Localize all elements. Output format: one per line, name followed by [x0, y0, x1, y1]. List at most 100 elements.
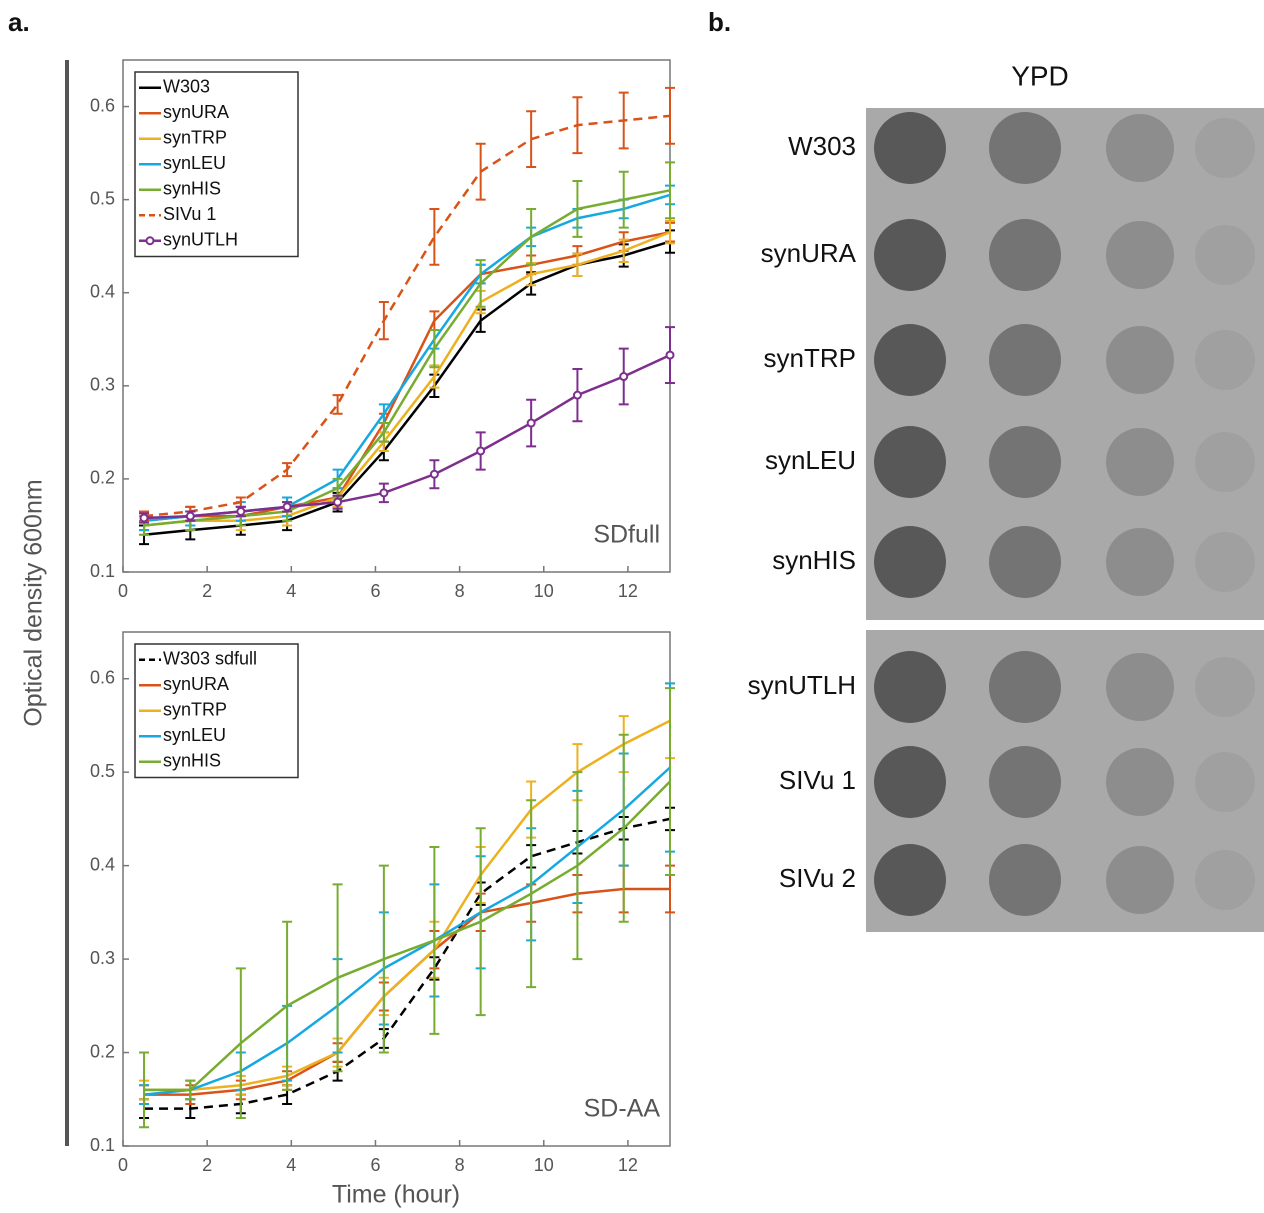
- spot: [1195, 657, 1255, 717]
- error-bar: [332, 394, 343, 415]
- x-tick-label: 8: [455, 581, 465, 601]
- error-bar: [572, 96, 583, 155]
- marker: [379, 488, 389, 498]
- x-tick-label: 10: [534, 581, 554, 601]
- strain-label: synUTLH: [748, 670, 856, 700]
- x-tick-label: 6: [370, 1155, 380, 1175]
- error-bar: [378, 864, 389, 1054]
- legend-box: [134, 643, 299, 779]
- legend-label: synTRP: [163, 128, 227, 148]
- error-bar: [618, 733, 629, 923]
- spot: [1195, 225, 1255, 285]
- error-bar: [235, 967, 246, 1119]
- error-bar: [429, 845, 440, 1035]
- legend-box: [134, 71, 299, 258]
- y-tick-label: 0.1: [90, 1135, 115, 1155]
- y-tick-label: 0.4: [90, 281, 115, 301]
- legend-label: synLEU: [163, 153, 226, 173]
- spot: [989, 746, 1061, 818]
- y-tick-label: 0.2: [90, 1041, 115, 1061]
- spot: [874, 324, 946, 396]
- error-bar: [572, 180, 583, 238]
- x-tick-label: 0: [118, 581, 128, 601]
- series-line: [144, 817, 671, 1110]
- x-tick-label: 8: [455, 1155, 465, 1175]
- spot: [1195, 330, 1255, 390]
- x-tick-label: 2: [202, 1155, 212, 1175]
- marker: [619, 372, 629, 382]
- error-bar: [665, 687, 675, 876]
- y-tick-label: 0.5: [90, 761, 115, 781]
- y-tick-label: 0.1: [90, 561, 115, 581]
- panel-label: b.: [708, 7, 731, 37]
- marker: [665, 350, 675, 360]
- error-bar: [185, 1079, 196, 1101]
- spot: [989, 426, 1061, 498]
- error-bar: [526, 110, 537, 169]
- strain-label: synLEU: [765, 445, 856, 475]
- error-bar: [282, 462, 293, 478]
- y-tick-label: 0.6: [90, 667, 115, 687]
- spot: [874, 844, 946, 916]
- strain-label: SIVu 1: [779, 765, 856, 795]
- error-bar: [665, 161, 675, 220]
- error-bar: [429, 207, 440, 266]
- error-bar: [378, 422, 389, 443]
- error-bar: [378, 301, 389, 341]
- y-tick-label: 0.6: [90, 95, 115, 115]
- annotation: SD-AA: [584, 1095, 661, 1123]
- spot: [989, 844, 1061, 916]
- error-bar: [572, 771, 583, 961]
- error-bar: [282, 920, 293, 1091]
- error-bar: [429, 328, 440, 369]
- spot: [1106, 114, 1174, 182]
- legend-label: synLEU: [163, 725, 226, 745]
- error-bar: [475, 259, 486, 308]
- x-tick-label: 10: [534, 1155, 554, 1175]
- error-bar: [332, 883, 343, 1073]
- spot: [989, 324, 1061, 396]
- error-bar: [618, 170, 629, 229]
- strain-label: synHIS: [772, 545, 856, 575]
- spot: [1106, 653, 1174, 721]
- error-bar: [139, 1051, 150, 1129]
- marker: [139, 513, 149, 523]
- marker: [282, 502, 292, 512]
- y-tick-label: 0.2: [90, 468, 115, 488]
- x-tick-label: 0: [118, 1155, 128, 1175]
- spot: [874, 112, 946, 184]
- y-tick-label: 0.3: [90, 948, 115, 968]
- spot: [989, 526, 1061, 598]
- legend-label: W303: [163, 77, 210, 97]
- error-bar: [526, 207, 537, 266]
- legend-label: synHIS: [163, 751, 221, 771]
- x-tick-label: 6: [370, 581, 380, 601]
- spot: [1106, 748, 1174, 816]
- spot: [874, 651, 946, 723]
- spot: [874, 219, 946, 291]
- x-tick-label: 12: [618, 1155, 638, 1175]
- x-tick-label: 4: [286, 581, 296, 601]
- error-bar: [665, 220, 675, 245]
- spot: [1106, 221, 1174, 289]
- strain-label: W303: [788, 131, 856, 161]
- spot: [1106, 528, 1174, 596]
- legend-label: W303 sdfull: [163, 649, 257, 669]
- series-line: [143, 114, 671, 518]
- x-axis-label: Time (hour): [332, 1181, 460, 1209]
- marker: [572, 390, 582, 400]
- marker: [476, 446, 486, 456]
- legend-label: synURA: [163, 102, 229, 122]
- spot-title: YPD: [1011, 60, 1069, 91]
- panel-label: a.: [8, 7, 30, 37]
- series-line: [144, 719, 671, 1092]
- strain-label: synURA: [761, 238, 857, 268]
- series-line: [143, 231, 671, 527]
- spot: [1195, 118, 1255, 178]
- error-bar: [618, 238, 629, 264]
- error-bar: [665, 86, 675, 145]
- legend-label: synHIS: [163, 179, 221, 199]
- spot: [1106, 846, 1174, 914]
- y-tick-label: 0.3: [90, 375, 115, 395]
